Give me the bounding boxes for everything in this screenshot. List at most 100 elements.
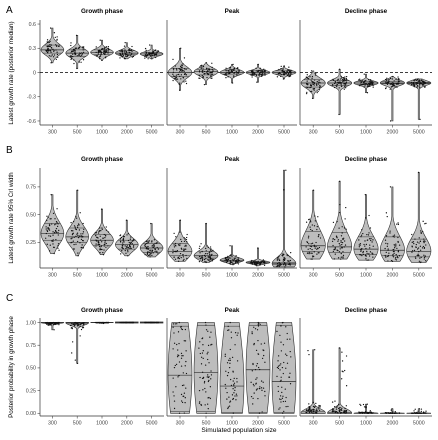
data-point bbox=[229, 245, 231, 247]
data-point bbox=[55, 322, 58, 324]
data-point bbox=[361, 80, 364, 82]
data-point bbox=[420, 256, 422, 258]
data-point bbox=[226, 260, 229, 263]
data-point bbox=[173, 400, 176, 402]
data-point bbox=[287, 254, 289, 257]
data-point bbox=[334, 248, 336, 251]
data-point bbox=[368, 238, 371, 240]
data-point bbox=[76, 226, 79, 229]
data-point bbox=[205, 261, 207, 264]
data-point bbox=[228, 359, 230, 361]
data-point bbox=[129, 321, 131, 324]
data-point bbox=[183, 392, 186, 394]
data-point bbox=[99, 227, 101, 229]
data-point bbox=[183, 412, 185, 414]
data-point bbox=[46, 219, 48, 222]
x-tick-label: 1000 bbox=[96, 273, 108, 279]
data-point bbox=[52, 48, 54, 50]
data-point bbox=[308, 406, 310, 408]
data-point bbox=[337, 81, 339, 83]
data-point bbox=[98, 230, 100, 233]
data-point bbox=[316, 248, 318, 250]
data-point bbox=[149, 44, 151, 46]
data-point bbox=[237, 263, 240, 265]
data-point bbox=[253, 342, 255, 345]
data-point bbox=[420, 408, 423, 410]
data-point bbox=[211, 73, 213, 75]
data-point bbox=[45, 226, 47, 228]
data-point bbox=[177, 260, 180, 262]
data-point bbox=[364, 245, 366, 247]
data-point bbox=[425, 260, 427, 262]
data-point bbox=[72, 323, 74, 325]
data-point bbox=[309, 86, 311, 89]
data-point bbox=[79, 52, 81, 55]
data-point bbox=[51, 240, 53, 242]
data-point bbox=[101, 241, 103, 243]
data-point bbox=[154, 248, 156, 250]
x-tick-label: 300 bbox=[48, 421, 57, 427]
data-point bbox=[394, 258, 397, 260]
data-point bbox=[149, 249, 151, 251]
data-point bbox=[232, 398, 234, 401]
data-point bbox=[199, 252, 201, 254]
data-point bbox=[277, 256, 279, 258]
data-point bbox=[369, 85, 371, 87]
data-point bbox=[319, 82, 321, 84]
data-point bbox=[121, 56, 123, 58]
data-point bbox=[103, 249, 105, 251]
data-point bbox=[208, 251, 211, 253]
data-point bbox=[422, 83, 424, 85]
data-point bbox=[57, 245, 59, 247]
data-point bbox=[280, 68, 282, 70]
data-point bbox=[318, 80, 320, 82]
data-point bbox=[362, 232, 364, 235]
data-point bbox=[262, 387, 265, 389]
data-point bbox=[366, 234, 368, 236]
data-point bbox=[342, 257, 344, 259]
data-point bbox=[156, 51, 158, 54]
data-point bbox=[416, 86, 418, 88]
data-point bbox=[365, 243, 367, 246]
data-point bbox=[226, 257, 228, 259]
data-point bbox=[101, 48, 103, 50]
data-point bbox=[56, 222, 58, 224]
data-point bbox=[282, 412, 284, 414]
data-point bbox=[397, 223, 400, 226]
data-point bbox=[80, 233, 82, 235]
data-point bbox=[182, 372, 184, 374]
data-point bbox=[290, 356, 292, 358]
data-point bbox=[308, 218, 310, 221]
data-point bbox=[336, 85, 338, 88]
data-point bbox=[172, 377, 174, 379]
data-point bbox=[172, 348, 174, 350]
data-point bbox=[319, 406, 321, 408]
data-point bbox=[310, 245, 313, 248]
data-point bbox=[198, 402, 201, 404]
data-point bbox=[422, 240, 425, 242]
data-point bbox=[306, 410, 308, 412]
data-point bbox=[420, 232, 422, 235]
data-point bbox=[105, 56, 107, 58]
violin-500 bbox=[193, 62, 219, 85]
data-point bbox=[176, 78, 179, 80]
data-point bbox=[204, 387, 206, 390]
data-point bbox=[230, 384, 233, 386]
data-point bbox=[395, 254, 397, 256]
data-point bbox=[103, 243, 105, 246]
data-point bbox=[305, 221, 308, 223]
data-point bbox=[51, 321, 53, 324]
data-point bbox=[341, 232, 343, 234]
data-point bbox=[287, 405, 289, 408]
data-point bbox=[129, 244, 131, 247]
data-point bbox=[173, 332, 175, 334]
data-point bbox=[338, 251, 341, 253]
data-point bbox=[282, 400, 285, 403]
data-point bbox=[316, 410, 318, 412]
facet-title: Decline phase bbox=[345, 156, 388, 163]
data-point bbox=[252, 70, 254, 73]
data-point bbox=[255, 263, 257, 265]
data-point bbox=[290, 72, 292, 74]
facet-title: Peak bbox=[225, 156, 240, 163]
data-point bbox=[282, 68, 284, 70]
